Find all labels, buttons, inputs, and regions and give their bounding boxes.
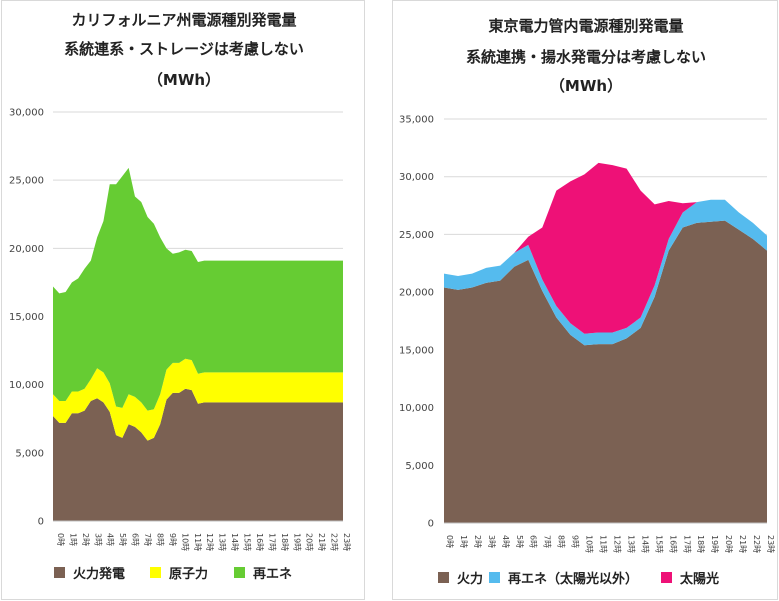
legend-label: 再エネ（太陽光以外） — [508, 571, 638, 587]
x-tick-label: 18時 — [696, 535, 705, 553]
legend-label: 火力 — [457, 571, 483, 587]
x-tick-label: 21時 — [317, 533, 326, 551]
y-tick-label: 10,000 — [399, 403, 434, 414]
chart-title-line-3: （MWh） — [550, 77, 622, 95]
x-tick-label: 1時 — [68, 533, 77, 546]
x-tick-label: 19時 — [710, 535, 719, 553]
area-series-3 — [53, 167, 343, 411]
x-tick-label: 14時 — [230, 533, 239, 551]
x-tick-label: 0時 — [445, 535, 454, 548]
x-tick-label: 11時 — [599, 535, 608, 553]
legend-swatch — [234, 567, 245, 578]
legend-swatch — [661, 572, 672, 583]
x-tick-label: 4時 — [501, 535, 510, 548]
y-tick-label: 25,000 — [399, 230, 434, 241]
x-tick-label: 17時 — [267, 533, 276, 551]
x-tick-label: 15時 — [243, 533, 252, 551]
legend-label: 太陽光 — [679, 571, 719, 587]
x-tick-label: 11時 — [193, 533, 202, 551]
y-tick-label: 25,000 — [9, 176, 44, 187]
tokyo-chart-panel: 東京電力管内電源種別発電量系統連携・揚水発電分は考慮しない （MWh） 0 5,000… — [392, 0, 778, 600]
x-tick-label: 20時 — [724, 535, 733, 553]
x-tick-label: 1時 — [459, 535, 468, 548]
area-series-2 — [444, 199, 767, 346]
legend-label: 再エネ — [253, 567, 292, 582]
x-tick-label: 10時 — [585, 535, 594, 553]
x-tick-label: 23時 — [342, 533, 351, 551]
area-series-3 — [444, 162, 767, 334]
x-tick-label: 12時 — [205, 533, 214, 551]
x-tick-label: 22時 — [752, 535, 761, 553]
y-tick-label: 10,000 — [9, 380, 44, 391]
chart-title-line-1: 東京電力管内電源種別発電量 — [488, 17, 683, 35]
legend-swatch — [54, 567, 65, 578]
y-tick-label: 20,000 — [399, 288, 434, 299]
x-tick-label: 22時 — [330, 533, 339, 551]
y-tick-label: 30,000 — [9, 108, 44, 119]
y-tick-label: 15,000 — [399, 345, 434, 356]
x-tick-label: 9時 — [168, 533, 177, 546]
x-tick-label: 3時 — [487, 535, 496, 548]
chart-title-line-2: 系統連系・ストレージは考慮しない — [64, 40, 304, 58]
x-tick-label: 23時 — [766, 535, 775, 553]
x-tick-label: 6時 — [529, 535, 538, 548]
y-tick-label: 30,000 — [399, 172, 434, 183]
y-tick-label: 0 — [428, 519, 434, 530]
x-tick-label: 5時 — [118, 533, 127, 546]
x-tick-label: 3時 — [93, 533, 102, 546]
area-series-1 — [444, 220, 767, 523]
x-tick-label: 13時 — [218, 533, 227, 551]
x-tick-label: 15時 — [654, 535, 663, 553]
legend-label: 火力発電 — [73, 566, 125, 582]
x-tick-label: 6時 — [131, 533, 140, 546]
chart-title-line-3: （MWh） — [148, 71, 220, 89]
x-tick-label: 18時 — [280, 533, 289, 551]
x-tick-label: 0時 — [56, 533, 65, 546]
x-tick-label: 9時 — [571, 535, 580, 548]
x-tick-label: 20時 — [305, 533, 314, 551]
y-tick-label: 15,000 — [9, 312, 44, 323]
x-tick-label: 2時 — [473, 535, 482, 548]
x-tick-label: 8時 — [557, 535, 566, 548]
y-tick-label: 5,000 — [405, 461, 434, 472]
x-tick-label: 10時 — [180, 533, 189, 551]
x-tick-label: 13時 — [626, 535, 635, 553]
x-tick-label: 12時 — [612, 535, 621, 553]
x-tick-label: 4時 — [106, 533, 115, 546]
chart-title-line-1: カリフォルニア州電源種別発電量 — [71, 11, 296, 29]
legend-swatch — [489, 572, 500, 583]
y-tick-label: 20,000 — [9, 244, 44, 255]
legend-label: 原子力 — [169, 566, 208, 582]
y-tick-label: 5,000 — [15, 448, 44, 459]
x-tick-label: 8時 — [155, 533, 164, 546]
x-tick-label: 16時 — [668, 535, 677, 553]
x-tick-label: 7時 — [543, 535, 552, 548]
x-tick-label: 2時 — [81, 533, 90, 546]
area-series-1 — [53, 388, 343, 521]
legend-swatch — [438, 572, 449, 583]
y-tick-label: 0 — [38, 517, 44, 528]
legend-swatch — [150, 567, 161, 578]
california-chart-panel: カリフォルニア州電源種別発電量 系統連系・ストレージは考慮しない （MWh） 0 5,0… — [1, 0, 365, 600]
x-tick-label: 21時 — [738, 535, 747, 553]
y-tick-label: 35,000 — [399, 115, 434, 126]
x-tick-label: 19時 — [292, 533, 301, 551]
x-tick-label: 17時 — [682, 535, 691, 553]
x-tick-label: 7時 — [143, 533, 152, 546]
x-tick-label: 5時 — [515, 535, 524, 548]
area-series-2 — [53, 358, 343, 441]
x-tick-label: 16時 — [255, 533, 264, 551]
x-tick-label: 14時 — [640, 535, 649, 553]
chart-title-line-2: 系統連携・揚水発電分は考慮しない — [466, 48, 706, 66]
